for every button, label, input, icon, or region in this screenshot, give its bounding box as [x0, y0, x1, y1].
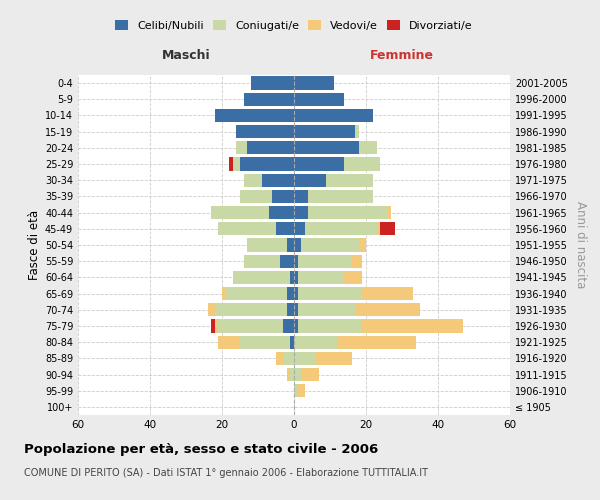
Bar: [298, 320, 362, 332]
Bar: [218, 222, 276, 235]
Bar: [208, 303, 215, 316]
Bar: [294, 206, 308, 220]
Bar: [308, 190, 373, 203]
Bar: [377, 222, 380, 235]
Bar: [218, 336, 240, 349]
Bar: [287, 303, 294, 316]
Text: Popolazione per età, sesso e stato civile - 2006: Popolazione per età, sesso e stato civil…: [24, 442, 378, 456]
Bar: [316, 352, 352, 365]
Bar: [294, 352, 316, 365]
Bar: [359, 238, 366, 252]
Y-axis label: Anni di nascita: Anni di nascita: [574, 202, 587, 288]
Bar: [276, 352, 283, 365]
Bar: [294, 76, 334, 90]
Bar: [240, 336, 290, 349]
Bar: [247, 238, 287, 252]
Bar: [236, 141, 247, 154]
Text: Maschi: Maschi: [161, 49, 211, 62]
Bar: [290, 270, 294, 284]
Bar: [298, 384, 305, 398]
Bar: [215, 109, 294, 122]
Bar: [294, 368, 301, 381]
Bar: [294, 190, 308, 203]
Bar: [355, 125, 359, 138]
Bar: [215, 320, 218, 332]
Bar: [229, 158, 233, 170]
Text: COMUNE DI PERITO (SA) - Dati ISTAT 1° gennaio 2006 - Elaborazione TUTTITALIA.IT: COMUNE DI PERITO (SA) - Dati ISTAT 1° ge…: [24, 468, 428, 477]
Bar: [301, 238, 359, 252]
Bar: [294, 222, 305, 235]
Legend: Celibi/Nubili, Coniugati/e, Vedovi/e, Divorziati/e: Celibi/Nubili, Coniugati/e, Vedovi/e, Di…: [111, 16, 477, 36]
Bar: [294, 384, 298, 398]
Bar: [244, 92, 294, 106]
Bar: [301, 368, 319, 381]
Bar: [294, 174, 326, 187]
Bar: [236, 125, 294, 138]
Bar: [298, 303, 355, 316]
Bar: [352, 254, 362, 268]
Bar: [276, 222, 294, 235]
Bar: [298, 254, 352, 268]
Bar: [362, 320, 463, 332]
Bar: [287, 287, 294, 300]
Bar: [211, 206, 269, 220]
Bar: [298, 270, 344, 284]
Y-axis label: Fasce di età: Fasce di età: [28, 210, 41, 280]
Bar: [305, 222, 377, 235]
Bar: [344, 270, 362, 284]
Bar: [283, 352, 294, 365]
Bar: [359, 141, 377, 154]
Bar: [283, 320, 294, 332]
Bar: [222, 287, 226, 300]
Bar: [388, 206, 391, 220]
Bar: [308, 206, 388, 220]
Bar: [290, 368, 294, 381]
Bar: [294, 158, 344, 170]
Bar: [355, 303, 420, 316]
Bar: [226, 287, 287, 300]
Bar: [280, 254, 294, 268]
Bar: [294, 92, 344, 106]
Bar: [218, 320, 283, 332]
Bar: [294, 270, 298, 284]
Bar: [294, 141, 359, 154]
Bar: [362, 287, 413, 300]
Bar: [294, 238, 301, 252]
Bar: [269, 206, 294, 220]
Bar: [233, 270, 290, 284]
Bar: [294, 109, 373, 122]
Bar: [326, 174, 373, 187]
Bar: [240, 158, 294, 170]
Bar: [244, 254, 280, 268]
Bar: [290, 336, 294, 349]
Bar: [287, 238, 294, 252]
Bar: [211, 320, 215, 332]
Bar: [294, 320, 298, 332]
Bar: [247, 141, 294, 154]
Bar: [272, 190, 294, 203]
Bar: [344, 158, 380, 170]
Bar: [294, 125, 355, 138]
Bar: [337, 336, 416, 349]
Bar: [294, 303, 298, 316]
Bar: [287, 368, 290, 381]
Bar: [294, 336, 337, 349]
Bar: [244, 174, 262, 187]
Bar: [262, 174, 294, 187]
Bar: [240, 190, 272, 203]
Bar: [380, 222, 395, 235]
Bar: [294, 254, 298, 268]
Bar: [294, 287, 298, 300]
Bar: [215, 303, 287, 316]
Bar: [233, 158, 240, 170]
Text: Femmine: Femmine: [370, 49, 434, 62]
Bar: [251, 76, 294, 90]
Bar: [298, 287, 362, 300]
